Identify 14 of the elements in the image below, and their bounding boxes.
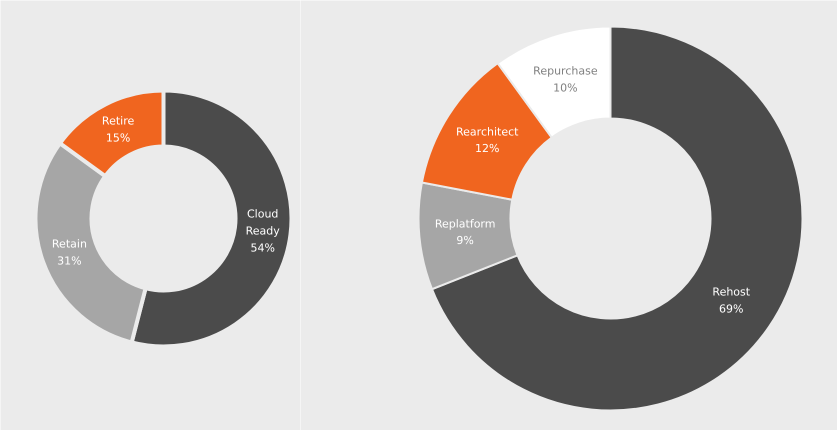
data-label: 10%	[553, 82, 578, 95]
data-label: 69%	[719, 302, 744, 316]
slice-label: Retire	[102, 114, 134, 128]
slice-label: Replatform	[434, 217, 496, 230]
slice-label: Cloud Ready	[246, 208, 280, 238]
slice-label: Rehost	[712, 286, 751, 299]
data-label: 54%	[250, 241, 275, 254]
slice-label: Rearchitect	[456, 125, 520, 138]
data-label: 9%	[456, 234, 474, 248]
slice-label: Repurchase	[533, 64, 598, 78]
slice-label: Retain	[52, 237, 87, 250]
data-label: 12%	[475, 142, 500, 156]
data-label: 15%	[106, 131, 130, 144]
data-label: 31%	[57, 254, 82, 268]
